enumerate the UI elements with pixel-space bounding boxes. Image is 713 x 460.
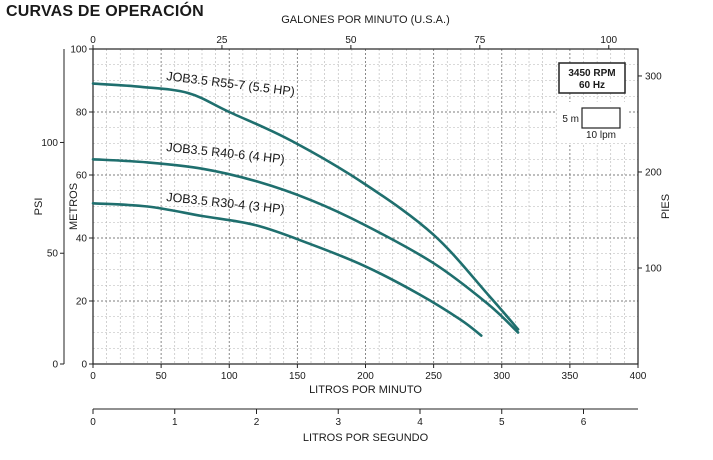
psi-tick-label: 0 [52,360,58,371]
y-tick-label: 0 [81,360,87,371]
x-tick-label: 350 [562,371,579,382]
scale-width-label: 10 lpm [586,130,616,141]
lps-tick-label: 6 [581,417,587,428]
x-tick-label: 400 [630,371,647,382]
top-axis-label: GALONES POR MINUTO (U.S.A.) [281,14,450,26]
top-tick-label: 0 [90,35,96,46]
scale-height-label: 5 m [562,114,579,125]
series-label: JOB3.5 R40-6 (4 HP) [166,140,286,166]
y-tick-label: 80 [76,108,88,119]
top-tick-label: 50 [345,35,357,46]
lps-tick-label: 1 [172,417,178,428]
series-label: JOB3.5 R55-7 (5.5 HP) [166,69,296,99]
psi-axis-label: PSI [33,198,45,216]
feet-tick-label: 200 [645,167,662,178]
y-tick-label: 60 [76,171,88,182]
top-tick-label: 75 [474,35,486,46]
psi-tick-label: 50 [47,249,59,260]
series-line [91,158,520,334]
y-tick-label: 20 [76,297,88,308]
top-tick-label: 100 [600,35,617,46]
lps-tick-label: 0 [90,417,96,428]
y-tick-label: 100 [70,45,87,56]
chart-series: JOB3.5 R55-7 (5.5 HP) JOB3.5 R40-6 (4 HP)… [91,69,520,337]
page-title: CURVAS DE OPERACIÓN [6,3,204,20]
scale-square [581,107,621,129]
x-tick-label: 300 [493,371,510,382]
y-tick-label: 40 [76,234,88,245]
chart-grid [93,49,638,364]
lps-tick-label: 2 [254,417,260,428]
feet-tick-label: 100 [645,263,662,274]
lps-tick-label: 3 [335,417,341,428]
x-tick-label: 50 [156,371,168,382]
feet-tick-label: 300 [645,71,662,82]
speed-box [558,62,626,94]
x-tick-label: 0 [90,371,96,382]
lps-axis-label: LITROS POR SEGUNDO [303,432,429,444]
speed-label: 3450 RPM [568,68,615,79]
series-line [91,202,483,337]
lps-tick-label: 4 [417,417,423,428]
y-axis-label: METROS [68,183,80,230]
lps-tick-label: 5 [499,417,505,428]
x-tick-label: 150 [289,371,306,382]
series-line [91,82,520,331]
psi-tick-label: 100 [41,138,58,149]
top-tick-label: 25 [216,35,228,46]
x-tick-label: 100 [221,371,238,382]
x-axis-label: LITROS POR MINUTO [309,384,422,396]
x-tick-label: 200 [357,371,374,382]
frequency-label: 60 Hz [579,80,605,91]
x-tick-label: 250 [425,371,442,382]
feet-axis-label: PIES [660,194,672,219]
